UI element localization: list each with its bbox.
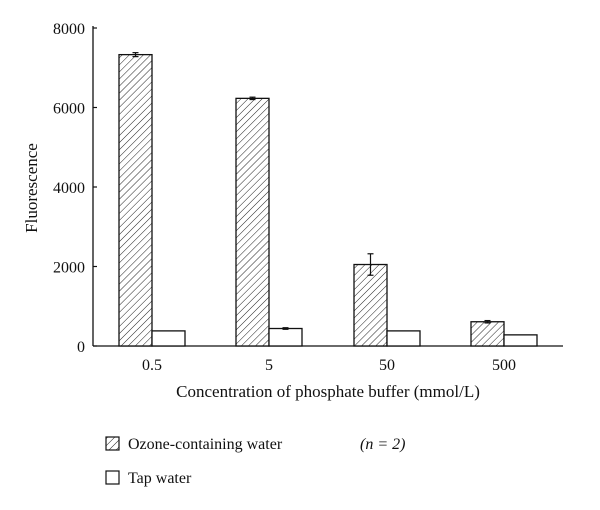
legend-label-tap: Tap water [128, 470, 192, 487]
bar-tap [268, 327, 303, 347]
y-tick-label: 4000 [53, 180, 85, 197]
bar-ozone [235, 97, 270, 347]
x-tick-label: 5 [265, 357, 273, 374]
bar-tap [151, 330, 186, 347]
legend-note: (n = 2) [360, 436, 405, 453]
y-tick-label: 6000 [53, 101, 85, 118]
y-tick-label: 0 [77, 339, 85, 356]
bar-ozone [470, 321, 505, 347]
legend-label-ozone: Ozone-containing water [128, 436, 283, 453]
x-tick-label: 500 [492, 357, 516, 374]
bar-tap [503, 334, 538, 347]
y-tick-label: 2000 [53, 260, 85, 277]
x-tick-label: 0.5 [142, 357, 162, 374]
legend: Ozone-containing water (n = 2) Tap water [105, 436, 405, 487]
bar-ozone [118, 53, 153, 347]
bar-tap [386, 330, 421, 347]
y-tick-label: 8000 [53, 21, 85, 38]
x-axis-label: Concentration of phosphate buffer (mmol/… [176, 382, 480, 401]
legend-swatch-tap [105, 470, 120, 485]
y-axis-label: Fluorescence [22, 143, 41, 233]
legend-swatch-ozone [105, 436, 120, 451]
x-tick-label: 50 [379, 357, 395, 374]
bar-ozone [353, 263, 388, 347]
